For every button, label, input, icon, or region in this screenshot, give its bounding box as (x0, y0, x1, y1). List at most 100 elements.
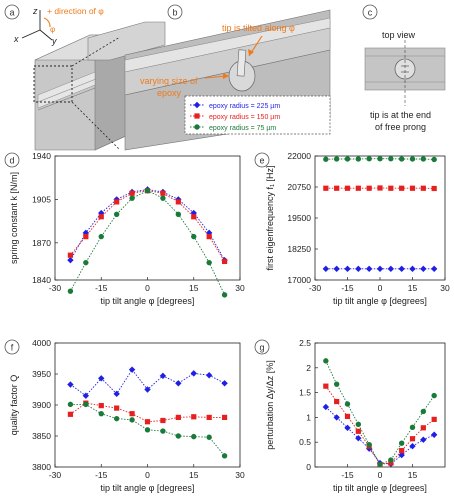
data-point (388, 185, 394, 191)
data-point (144, 427, 151, 433)
data-point (221, 258, 228, 264)
data-point (398, 265, 405, 273)
data-point (206, 234, 212, 240)
data-point (144, 386, 151, 393)
zoom-region-box (33, 65, 73, 103)
y-tick-label: 22000 (287, 151, 311, 161)
y-tick-label: 1870 (32, 238, 51, 248)
data-point (206, 259, 212, 266)
y-tick-label: 3800 (32, 462, 51, 472)
data-point (409, 442, 416, 450)
data-point (98, 233, 104, 240)
data-point (333, 414, 340, 421)
axis-x-label: x (13, 34, 19, 44)
phi-rotation-arrow (43, 17, 51, 28)
panel-a-letter: a (9, 8, 14, 18)
x-tick-label: 30 (235, 283, 245, 293)
top-view-caption-1: tip is at the end (370, 110, 431, 120)
panel-c: c top view tip is at the end of free pro… (362, 4, 446, 132)
x-tick-label: 0 (145, 283, 150, 293)
data-point (355, 185, 361, 191)
data-point (388, 460, 394, 466)
x-tick-label: 30 (235, 470, 245, 480)
y-tick-label: 17000 (287, 275, 311, 285)
data-point (366, 185, 372, 191)
legend-entry-2: epoxy radius = 75 µm (209, 125, 276, 132)
data-point (175, 380, 182, 387)
data-point (431, 185, 437, 192)
phi-direction-label: + direction of φ (47, 6, 104, 16)
panel-a: a z x y φ + direction of φ (4, 4, 166, 151)
data-point (67, 288, 74, 294)
legend-marker-1 (194, 113, 200, 119)
data-point (431, 392, 437, 399)
data-point (322, 403, 330, 411)
x-axis-label: tip tilt angle φ [degrees] (333, 483, 427, 493)
data-point (114, 405, 120, 411)
data-point (160, 417, 166, 424)
data-point (409, 265, 416, 273)
data-point (113, 390, 120, 398)
x-tick-label: 15 (189, 470, 199, 480)
data-point (191, 433, 197, 440)
x-tick-label: 15 (189, 283, 199, 293)
top-view-illustration (364, 40, 446, 106)
data-point (113, 211, 120, 217)
data-point (221, 380, 228, 387)
data-point (191, 233, 197, 240)
tip-arrow-head (248, 49, 254, 56)
tip-shaft (236, 49, 247, 77)
series-line-2 (325, 360, 435, 466)
data-point (355, 156, 362, 162)
legend-marker-2 (194, 124, 200, 130)
zoom-connector-bottom (71, 101, 121, 151)
data-point (144, 188, 151, 194)
data-point (175, 211, 182, 217)
data-point (129, 417, 135, 423)
panel-g-letter: g (259, 343, 264, 353)
y-tick-label: 2.5 (299, 338, 311, 348)
data-point (83, 234, 89, 240)
x-tick-label: 0 (378, 470, 383, 480)
data-point (323, 185, 329, 191)
data-point (114, 199, 120, 205)
data-point (409, 156, 416, 162)
data-point (355, 265, 362, 273)
y-axis-label: perturbation Δy/Δz [%] (265, 360, 275, 450)
data-point (366, 156, 372, 162)
panel-f-letter: f (11, 343, 14, 353)
y-tick-label: 0 (306, 462, 311, 472)
data-point (322, 265, 330, 273)
data-point (323, 358, 329, 364)
data-point (366, 441, 372, 448)
y-tick-label: 2 (306, 363, 311, 373)
data-point (420, 185, 426, 191)
x-axis-label: tip tilt angle φ [degrees] (101, 483, 195, 493)
data-point (323, 383, 329, 389)
data-point (67, 256, 74, 264)
x-tick-label: -15 (95, 470, 108, 480)
data-point (160, 195, 166, 201)
x-tick-label: 15 (408, 470, 418, 480)
data-point (344, 424, 351, 432)
y-axis-label: quality factor Q (9, 375, 19, 436)
data-point (344, 401, 351, 407)
x-axis-label: tip tilt angle φ [degrees] (333, 296, 427, 306)
plot-frame (314, 342, 446, 468)
series-line-1 (325, 385, 435, 465)
data-point (175, 414, 181, 420)
data-point (399, 185, 405, 191)
chart-d: 1840 1870 1905 1940 -30 -15 0 15 30 tip tilt angl… (9, 151, 245, 306)
chart-f: 3800 3850 3900 3950 4000 -30 -15 0 15 30 tip tilt … (9, 338, 245, 493)
data-point (344, 265, 351, 273)
x-tick-label: -15 (95, 283, 108, 293)
phi-symbol: φ (50, 25, 55, 34)
data-point (409, 185, 416, 191)
data-point (365, 265, 373, 273)
data-point (355, 435, 362, 442)
epoxy-size-label-1: varying size of (140, 76, 198, 86)
data-point (191, 414, 197, 420)
data-point (377, 461, 383, 468)
data-point (129, 411, 135, 417)
